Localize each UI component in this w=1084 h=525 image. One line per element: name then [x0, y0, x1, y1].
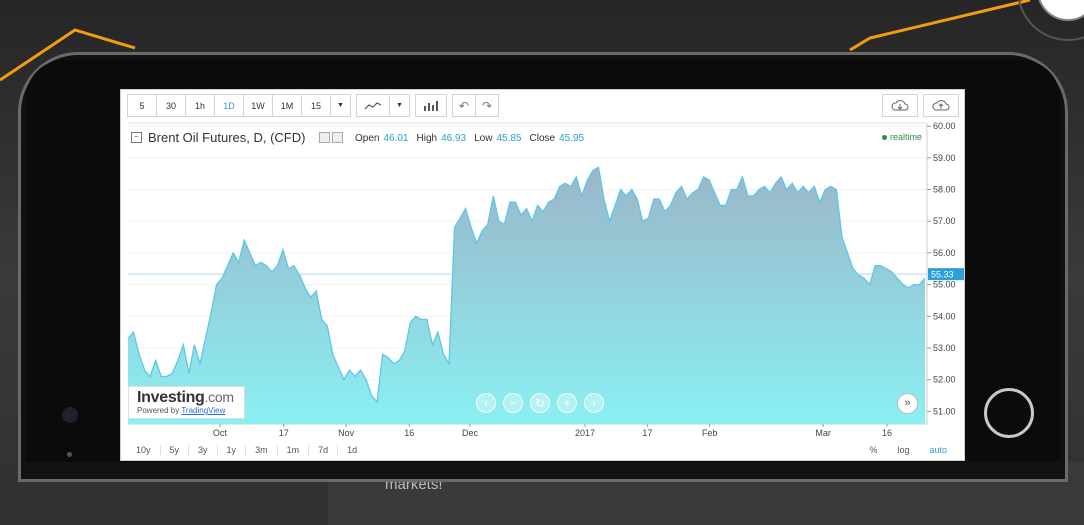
collapse-icon[interactable]: −	[131, 132, 142, 143]
low-label: Low	[474, 133, 493, 144]
cloud-upload-icon[interactable]	[923, 94, 959, 117]
camera-icon	[64, 409, 76, 421]
price-line	[127, 166, 926, 404]
realtime-dot-icon	[881, 134, 887, 140]
chart-nav-controls: ‹ − ↻ + ›	[476, 393, 604, 413]
x-tick-label: 17	[279, 428, 289, 438]
range-5y[interactable]: 5y	[161, 445, 190, 455]
range-1y[interactable]: 1y	[218, 445, 247, 455]
percent-toggle[interactable]: %	[869, 445, 878, 455]
settings-icons[interactable]	[319, 132, 344, 143]
x-tick-label: Mar	[815, 428, 831, 438]
high-label: High	[416, 133, 438, 144]
x-tick-label: Dec	[462, 428, 479, 438]
log-toggle[interactable]: log	[897, 445, 910, 455]
close-value: 45.95	[559, 133, 585, 144]
x-tick-label: 16	[882, 428, 892, 438]
tradingview-link[interactable]: TradingView	[181, 406, 226, 415]
investing-logo[interactable]: Investing.com Powered by TradingView	[128, 386, 245, 419]
x-tick-label: Nov	[338, 428, 355, 438]
range-7d[interactable]: 7d	[309, 445, 339, 455]
open-value: 46.01	[383, 133, 409, 144]
interval-toolbar: 5 30 1h 1D 1W 1M 15 ▼ ▼ ↶ ↷	[127, 94, 499, 117]
y-tick-label: 56.00	[933, 248, 956, 258]
last-price-badge	[928, 268, 964, 281]
high-value: 46.93	[441, 133, 467, 144]
range-3y[interactable]: 3y	[189, 445, 218, 455]
interval-dropdown-icon[interactable]: ▼	[330, 94, 351, 117]
y-tick-label: 54.00	[933, 311, 956, 321]
logo-suffix: .com	[204, 389, 234, 405]
y-tick-label: 58.00	[933, 185, 956, 195]
interval-5-button[interactable]: 5	[127, 94, 157, 117]
y-tick-label: 52.00	[933, 375, 956, 385]
y-tick-label: 51.00	[933, 406, 956, 416]
interval-15-button[interactable]: 15	[301, 94, 331, 117]
range-1m[interactable]: 1m	[278, 445, 310, 455]
scroll-right-icon[interactable]: ›	[584, 393, 604, 413]
toolbar-right	[882, 94, 959, 117]
interval-30-button[interactable]: 30	[156, 94, 186, 117]
x-tick-label: 17	[642, 428, 652, 438]
redo-icon[interactable]: ↷	[474, 94, 499, 117]
scroll-left-icon[interactable]: ‹	[476, 393, 496, 413]
undo-icon[interactable]: ↶	[451, 94, 476, 117]
chart-title-row: − Brent Oil Futures, D, (CFD)	[131, 130, 344, 145]
auto-toggle[interactable]: auto	[929, 445, 947, 455]
chart-widget: 60.00 59.00 58.00 57.00 56.00 55.00 54.00 53.00…	[120, 89, 965, 461]
realtime-label: realtime	[889, 132, 922, 142]
y-tick-label: 60.00	[933, 121, 956, 131]
interval-1w-button[interactable]: 1W	[243, 94, 273, 117]
y-tick-label: 57.00	[933, 216, 956, 226]
price-area	[128, 167, 925, 424]
close-label: Close	[529, 133, 556, 144]
range-10y[interactable]: 10y	[127, 445, 161, 455]
reset-icon[interactable]: ↻	[530, 393, 550, 413]
last-price-label: 55.33	[931, 270, 954, 280]
interval-1m-button[interactable]: 1M	[272, 94, 302, 117]
open-label: Open	[355, 133, 380, 144]
x-tick-label: Feb	[702, 428, 718, 438]
y-tick-label: 59.00	[933, 153, 956, 163]
x-tick-label: Oct	[213, 428, 228, 438]
y-tick-label: 53.00	[933, 343, 956, 353]
zoom-in-icon[interactable]: +	[557, 393, 577, 413]
chart-plot: 60.00 59.00 58.00 57.00 56.00 55.00 54.00 53.00…	[127, 121, 964, 438]
range-1d[interactable]: 1d	[347, 445, 358, 455]
zoom-out-icon[interactable]: −	[503, 393, 523, 413]
x-tick-label: 2017	[575, 428, 595, 438]
interval-1d-button[interactable]: 1D	[214, 94, 244, 117]
ohlc-legend: Open 46.01 High 46.93 Low 45.85 Close 45…	[355, 133, 588, 144]
sensor-dot	[67, 452, 72, 457]
interval-1h-button[interactable]: 1h	[185, 94, 215, 117]
y-tick-label: 55.00	[933, 280, 956, 290]
home-button[interactable]	[984, 388, 1034, 438]
chart-title: Brent Oil Futures, D, (CFD)	[148, 130, 306, 145]
logo-brand: Investing	[137, 389, 205, 406]
cloud-download-icon[interactable]	[882, 94, 918, 117]
range-3m[interactable]: 3m	[246, 445, 278, 455]
low-value: 45.85	[496, 133, 522, 144]
go-to-realtime-icon[interactable]: »	[897, 393, 918, 414]
chart-style-dropdown-icon[interactable]: ▼	[388, 94, 410, 117]
range-bar: 10y 5y 3y 1y 3m 1m 7d 1d % log auto	[127, 441, 957, 459]
logo-powered: Powered by	[137, 406, 180, 415]
chart-style-icon[interactable]	[355, 94, 390, 117]
x-tick-label: 16	[404, 428, 414, 438]
indicators-icon[interactable]	[414, 94, 447, 117]
realtime-indicator: realtime	[881, 132, 922, 142]
